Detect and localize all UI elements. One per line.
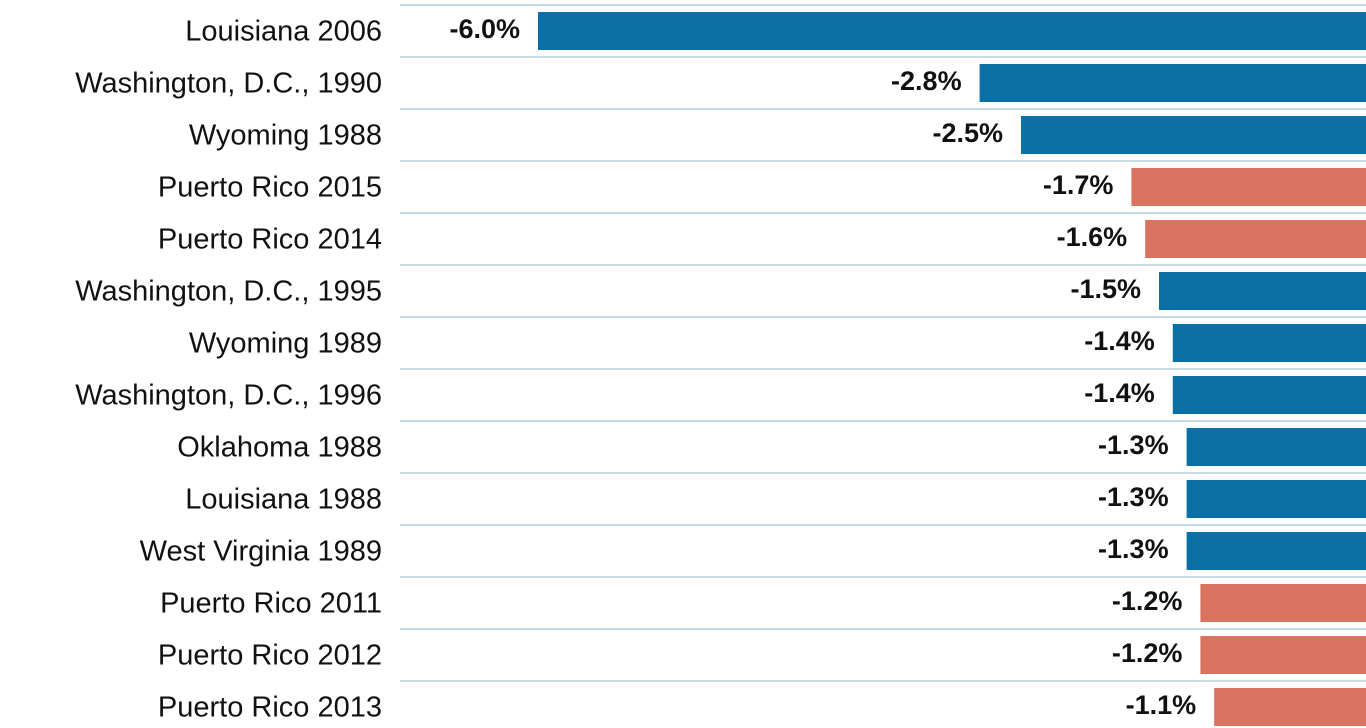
category-label: Louisiana 1988 xyxy=(185,484,382,516)
bar xyxy=(979,64,1366,102)
bar xyxy=(1172,376,1366,414)
category-label: Louisiana 2006 xyxy=(185,16,382,48)
category-label: Puerto Rico 2011 xyxy=(160,588,382,620)
value-label: -1.3% xyxy=(1098,482,1169,512)
category-label: Puerto Rico 2013 xyxy=(158,692,382,724)
bar xyxy=(1186,480,1366,518)
bar xyxy=(1200,636,1366,674)
value-label: -1.4% xyxy=(1084,378,1155,408)
bar xyxy=(1131,168,1366,206)
bar xyxy=(1159,272,1366,310)
category-label: Oklahoma 1988 xyxy=(177,432,382,464)
value-label: -2.5% xyxy=(932,118,1003,148)
value-label: -1.7% xyxy=(1043,170,1114,200)
category-label: Puerto Rico 2015 xyxy=(158,172,382,204)
value-label: -1.3% xyxy=(1098,430,1169,460)
bar xyxy=(1172,324,1366,362)
bar xyxy=(1186,532,1366,570)
value-label: -1.2% xyxy=(1112,638,1183,668)
value-label: -2.8% xyxy=(891,66,962,96)
bar xyxy=(538,12,1366,50)
bar xyxy=(1214,688,1366,726)
value-label: -1.6% xyxy=(1057,222,1128,252)
category-label: Wyoming 1988 xyxy=(189,120,382,152)
category-label: Washington, D.C., 1996 xyxy=(75,380,382,412)
category-label: Washington, D.C., 1990 xyxy=(75,68,382,100)
value-label: -1.5% xyxy=(1070,274,1141,304)
value-label: -1.2% xyxy=(1112,586,1183,616)
bar xyxy=(1021,116,1366,154)
value-label: -1.1% xyxy=(1126,690,1197,720)
value-label: -1.3% xyxy=(1098,534,1169,564)
bar xyxy=(1145,220,1366,258)
category-label: Wyoming 1989 xyxy=(189,328,382,360)
value-label: -6.0% xyxy=(449,14,520,44)
bar xyxy=(1200,584,1366,622)
bar xyxy=(1186,428,1366,466)
category-label: West Virginia 1989 xyxy=(140,536,382,568)
category-label: Washington, D.C., 1995 xyxy=(75,276,382,308)
category-label: Puerto Rico 2014 xyxy=(158,224,382,256)
value-label: -1.4% xyxy=(1084,326,1155,356)
category-label: Puerto Rico 2012 xyxy=(158,640,382,672)
